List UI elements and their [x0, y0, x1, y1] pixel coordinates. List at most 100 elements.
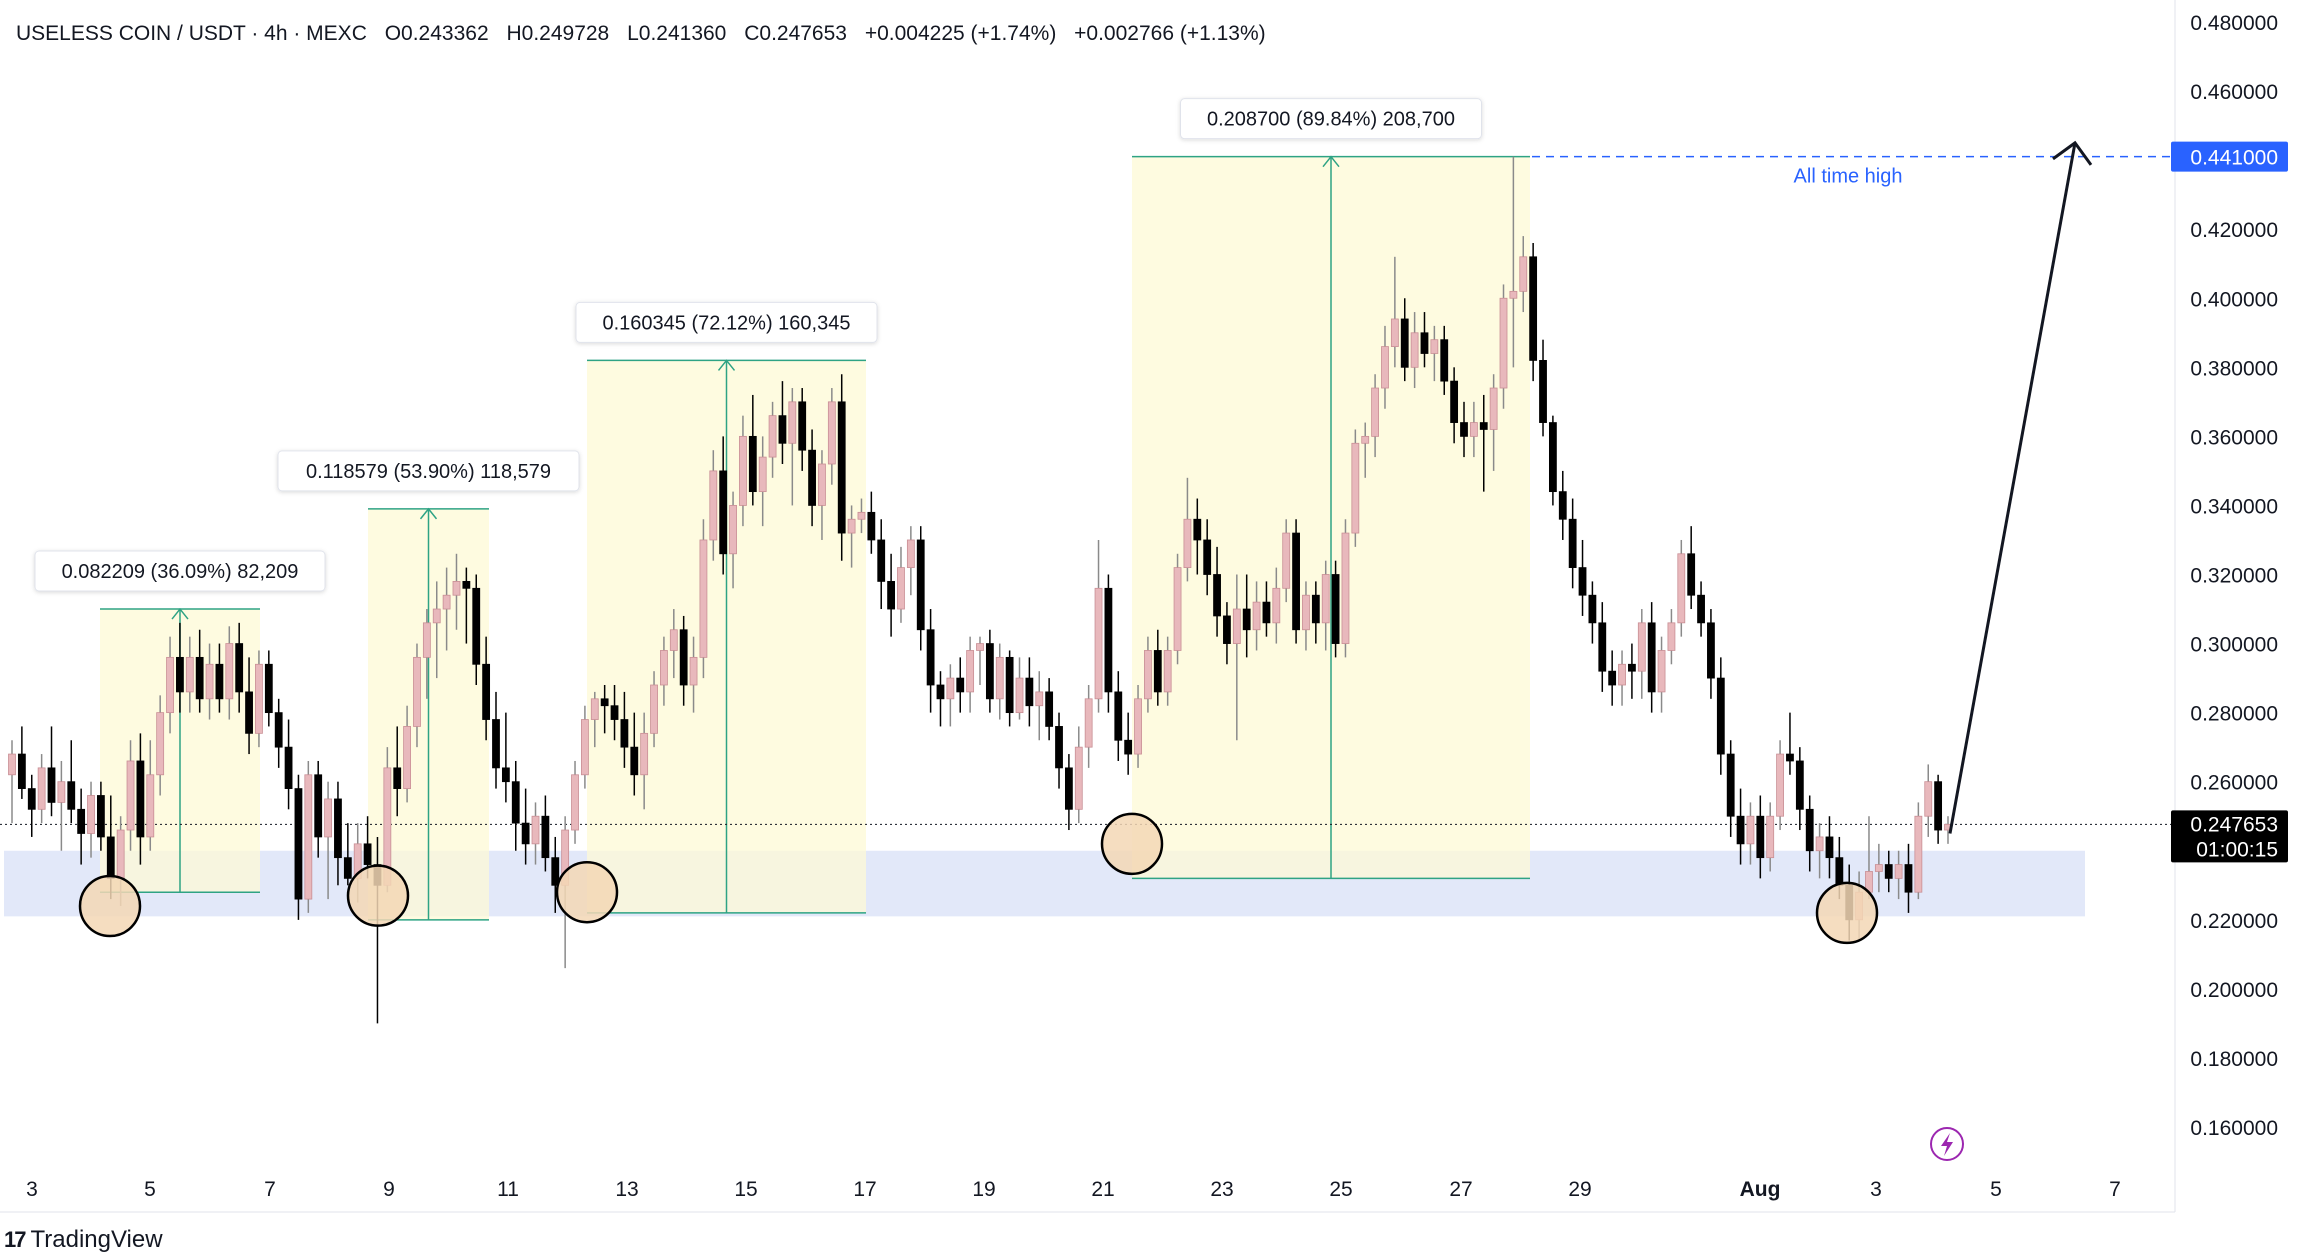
candle [482, 636, 491, 741]
candle [472, 574, 481, 685]
candle [1193, 498, 1202, 575]
candle-body [1213, 574, 1221, 617]
measure-label: 0.082209 (36.09%) 82,209 [62, 561, 299, 583]
low-value: L0.241360 [627, 22, 727, 45]
candle-body [818, 463, 826, 506]
candle-body [660, 650, 668, 686]
candle [1568, 498, 1577, 589]
candle [442, 567, 451, 651]
candle [452, 553, 461, 630]
candle-body [1726, 753, 1735, 817]
candle-body [748, 435, 757, 493]
candle-body [877, 539, 886, 582]
x-tick-label: 13 [615, 1178, 638, 1201]
candle [926, 609, 935, 713]
candle [304, 760, 313, 913]
candle-body [1440, 339, 1449, 382]
candle-body [897, 567, 905, 610]
y-tick-label: 0.400000 [2190, 288, 2278, 311]
candle [146, 740, 155, 851]
candle [1232, 574, 1241, 741]
candle [1697, 581, 1705, 637]
candle [1766, 802, 1775, 872]
x-tick-label: 9 [383, 1178, 395, 1201]
candle [294, 774, 303, 920]
candle-body [867, 511, 876, 541]
candle-body [1815, 836, 1824, 852]
change-value-2: +0.002766 (+1.13%) [1074, 22, 1266, 45]
candle-body [827, 401, 836, 465]
candle-body [1163, 650, 1172, 693]
candle-body [462, 581, 471, 589]
candle [1341, 519, 1350, 658]
candle [669, 609, 678, 679]
candle [1499, 284, 1508, 409]
projection-arrow-line [1948, 142, 2077, 834]
symbol-title[interactable]: USELESS COIN / USDT · 4h · MEXC [16, 22, 367, 45]
current-price-tag-bg [2171, 810, 2288, 863]
candle-body [225, 643, 234, 700]
candle [1489, 374, 1498, 471]
candle [1005, 650, 1014, 727]
x-tick-label: 11 [497, 1178, 519, 1201]
candle [768, 401, 777, 478]
candle-body [640, 732, 649, 776]
marked-low-circle [555, 860, 619, 924]
y-tick-label: 0.160000 [2190, 1117, 2278, 1140]
candle [1539, 339, 1547, 437]
candle [1430, 325, 1439, 382]
candle-body [245, 691, 253, 734]
candle [1677, 539, 1686, 637]
tradingview-logo[interactable]: 17 TradingView [4, 1226, 163, 1254]
candle [17, 726, 26, 799]
candle-body [393, 767, 402, 789]
candle-body [798, 401, 807, 451]
candle-body [1193, 518, 1202, 541]
candle [1410, 312, 1419, 389]
candle-body [1884, 864, 1893, 879]
candle [1647, 602, 1656, 713]
candle [1252, 581, 1261, 651]
candle [166, 636, 174, 734]
candle-body [1055, 726, 1063, 769]
symbol-header: USELESS COIN / USDT · 4h · MEXC O0.24336… [16, 22, 1278, 46]
candle-body [966, 650, 975, 693]
candle [837, 374, 846, 561]
candle-body [1341, 532, 1350, 644]
candle [571, 760, 579, 844]
candle [798, 388, 807, 471]
candle [57, 760, 66, 851]
candle-body [1835, 857, 1844, 886]
candle [916, 526, 925, 651]
candle [1025, 657, 1034, 727]
candle [1223, 602, 1231, 665]
candle-body [17, 753, 26, 789]
candle-body [1707, 622, 1715, 679]
candle-body [294, 788, 303, 900]
candle-body [1667, 622, 1676, 651]
candle [630, 712, 639, 796]
candle [1015, 657, 1024, 720]
candle [1440, 325, 1449, 395]
candle [1667, 609, 1676, 665]
candle-body [1519, 256, 1528, 292]
candle-body [1015, 677, 1024, 714]
candle-body [709, 470, 718, 541]
candle [1509, 156, 1518, 368]
candle-body [304, 774, 313, 900]
candle [195, 629, 204, 713]
candle [1746, 802, 1755, 865]
candle [334, 781, 342, 886]
candle-body [1450, 380, 1459, 423]
candle-body [472, 587, 481, 665]
candle-body [1460, 422, 1468, 437]
candle-body [1647, 622, 1656, 693]
x-tick-label: 23 [1210, 1178, 1233, 1201]
candle-body [1272, 587, 1281, 624]
candle [492, 691, 500, 789]
candle [719, 436, 728, 575]
candle-body [511, 781, 520, 824]
candle [541, 795, 550, 872]
candle-body [116, 829, 125, 879]
